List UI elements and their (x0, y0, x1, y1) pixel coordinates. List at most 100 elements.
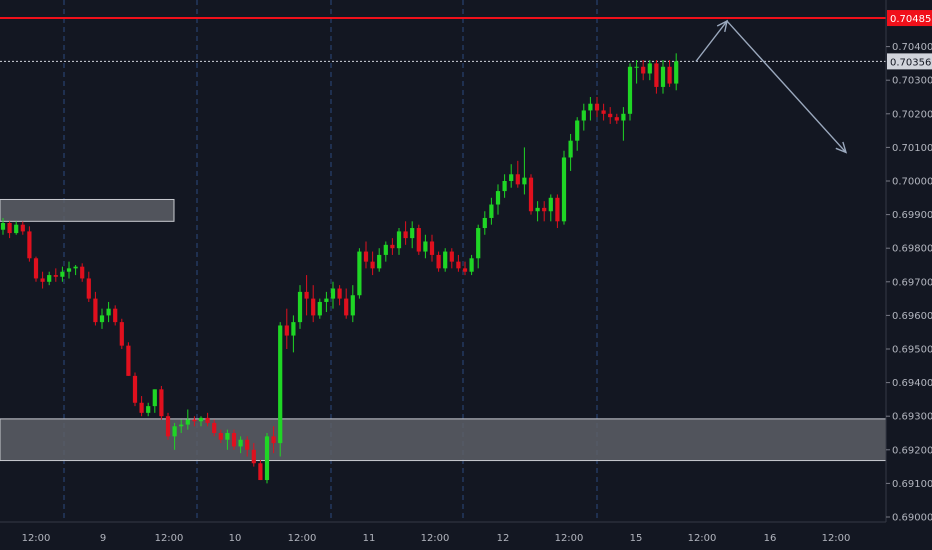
candle-body (205, 417, 210, 423)
candle-body (33, 258, 39, 279)
candle-body (139, 402, 144, 413)
candle-body (581, 110, 586, 121)
candle (621, 107, 626, 141)
candle-body (614, 117, 619, 121)
candle (555, 194, 560, 229)
candle-body (575, 120, 580, 141)
candle-body (423, 241, 428, 252)
candle (185, 409, 190, 430)
candle-body (40, 278, 45, 282)
candle (627, 63, 633, 121)
candle-body (535, 207, 540, 212)
candle (429, 234, 435, 262)
price-tick-label: 0.69200 (892, 445, 932, 456)
candle (588, 97, 593, 121)
price-tick-label: 0.69700 (892, 277, 932, 288)
time-tick-label: 12:00 (155, 533, 184, 544)
candle (93, 291, 98, 326)
price-tick-label: 0.70200 (892, 109, 932, 120)
candle-body (443, 251, 448, 269)
candle (324, 291, 329, 313)
candle-body (113, 308, 118, 323)
candle (317, 298, 322, 319)
candle (469, 254, 474, 276)
candle (594, 97, 600, 118)
candle-body (271, 436, 276, 444)
candle (390, 238, 395, 255)
candle-body (231, 433, 237, 447)
time-axis[interactable]: 12:00 9 12:00 10 12:00 11 12:00 12 12:00 15 12:00 1… (0, 521, 886, 544)
candle-body (390, 244, 395, 249)
candle (278, 322, 283, 457)
candle-body (357, 251, 362, 296)
candle (396, 228, 402, 255)
candle (522, 147, 527, 195)
candle-body (456, 261, 461, 269)
price-tick-label: 0.69600 (892, 311, 932, 322)
candle-body (7, 223, 12, 234)
candle (568, 133, 573, 171)
time-tick-label: 12:00 (822, 533, 851, 544)
price-tick-label: 0.69500 (892, 345, 932, 356)
candle-body (429, 241, 435, 255)
candle (363, 241, 369, 269)
candle (337, 285, 342, 306)
arrowhead-up (716, 19, 728, 32)
price-tick-label: 0.70000 (892, 177, 932, 188)
price-tick-label: 0.69100 (892, 479, 932, 490)
price-axis[interactable]: 0.69000 0.69100 0.69200 0.69300 0.69400 0.695… (885, 0, 932, 524)
candle (482, 211, 487, 235)
candle (515, 160, 520, 188)
candle (86, 271, 91, 302)
time-tick-label: 15 (630, 533, 643, 544)
candle-body (528, 177, 534, 212)
candle (33, 256, 39, 282)
candle (542, 201, 547, 222)
candle (528, 174, 534, 215)
candle-body (278, 325, 283, 444)
candle (53, 268, 58, 282)
candle (113, 305, 118, 326)
candle (410, 221, 415, 249)
candle-body (0, 223, 6, 230)
candle (674, 53, 679, 91)
candle (284, 308, 289, 349)
candle-body (337, 288, 342, 299)
candle (436, 251, 441, 272)
candle (614, 113, 619, 124)
candle (502, 174, 507, 198)
candle-body (344, 298, 349, 316)
candle-body (634, 66, 639, 68)
candle-body (99, 315, 105, 323)
candle (27, 226, 32, 262)
candle-body (667, 66, 672, 84)
candle-body (515, 174, 520, 185)
candle (383, 241, 388, 262)
candle-body (284, 325, 289, 336)
candle (443, 248, 448, 272)
candle-body (383, 244, 388, 255)
candle (667, 60, 672, 87)
candle (462, 261, 468, 276)
candle (509, 164, 514, 188)
candle (271, 426, 276, 454)
time-tick-label: 12:00 (288, 533, 317, 544)
candle-body (588, 103, 593, 111)
candle (423, 234, 428, 259)
current-price-badge (887, 53, 932, 70)
candle-body (20, 224, 25, 232)
candle-body (608, 113, 613, 118)
candle (20, 221, 25, 235)
candle-body (350, 295, 355, 316)
candle (60, 266, 65, 282)
candle (258, 459, 263, 481)
candle-body (132, 375, 138, 403)
candle-body (555, 197, 560, 222)
current-price-label: 0.70356 (890, 57, 931, 68)
candle (575, 117, 580, 151)
candle-body (27, 231, 32, 259)
candle-body (396, 231, 402, 249)
candle-body (660, 66, 666, 87)
candle-body (47, 275, 52, 282)
